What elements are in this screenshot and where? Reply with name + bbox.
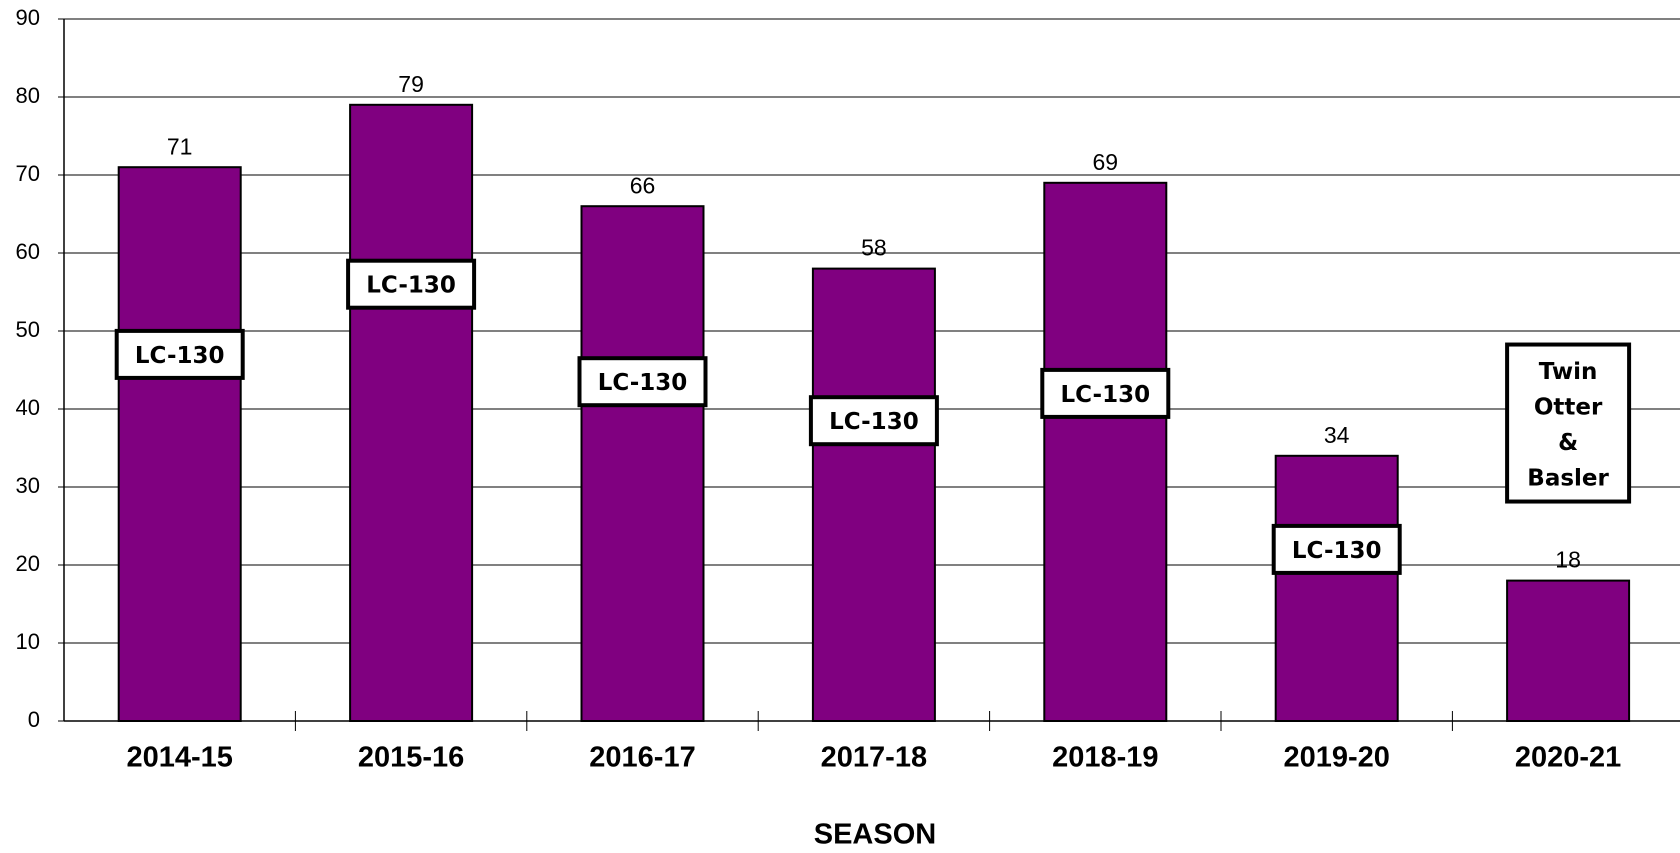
annotation-box — [808, 395, 939, 447]
y-tick-label: 80 — [16, 83, 40, 108]
bar — [349, 103, 474, 723]
value-label: 71 — [167, 133, 193, 159]
x-tick-label: 2016-17 — [589, 742, 695, 774]
y-tick-label: 50 — [16, 317, 40, 342]
y-tick-label: 40 — [16, 395, 40, 420]
y-tick-label: 10 — [16, 629, 40, 654]
y-tick-label: 90 — [16, 5, 40, 30]
bar — [117, 166, 242, 722]
annotation-text: LC-130 — [366, 273, 456, 299]
y-tick-label: 30 — [16, 473, 40, 498]
x-tick-label: 2019-20 — [1283, 742, 1389, 774]
value-label: 66 — [630, 172, 656, 198]
x-tick-label: 2014-15 — [126, 742, 232, 774]
annotation-text: LC-130 — [598, 370, 688, 396]
annotation-box — [114, 328, 245, 380]
annotation-text: LC-130 — [1292, 538, 1382, 564]
annotation-text: Otter — [1534, 395, 1603, 421]
value-label: 69 — [1093, 149, 1119, 175]
x-tick-label: 2020-21 — [1515, 742, 1621, 774]
annotation-box — [346, 258, 477, 310]
x-tick-label: 2018-19 — [1052, 742, 1158, 774]
bar — [1274, 454, 1399, 722]
annotation-text: LC-130 — [135, 343, 225, 369]
value-label: 34 — [1324, 422, 1350, 448]
x-tick-label: 2015-16 — [358, 742, 464, 774]
annotation-text: Basler — [1527, 466, 1609, 492]
annotation-text: LC-130 — [829, 409, 919, 435]
annotation-box — [1505, 342, 1632, 504]
annotation-box — [1040, 367, 1171, 419]
bar — [1043, 181, 1168, 723]
bar — [811, 267, 936, 722]
x-axis-title: SEASON — [814, 819, 936, 851]
y-tick-label: 20 — [16, 551, 40, 576]
value-label: 18 — [1555, 547, 1581, 573]
annotation-box — [577, 356, 708, 408]
value-label: 79 — [398, 71, 424, 97]
y-tick-label: 60 — [16, 239, 40, 264]
annotation-text: Twin — [1539, 359, 1598, 385]
annotation-box — [1271, 523, 1402, 575]
bar — [1506, 579, 1631, 722]
annotation-text: LC-130 — [1060, 382, 1150, 408]
annotation-text: & — [1558, 430, 1578, 456]
y-tick-label: 0 — [28, 707, 40, 732]
y-tick-label: 70 — [16, 161, 40, 186]
bar — [580, 205, 705, 722]
value-label: 58 — [861, 235, 887, 261]
x-tick-label: 2017-18 — [821, 742, 927, 774]
